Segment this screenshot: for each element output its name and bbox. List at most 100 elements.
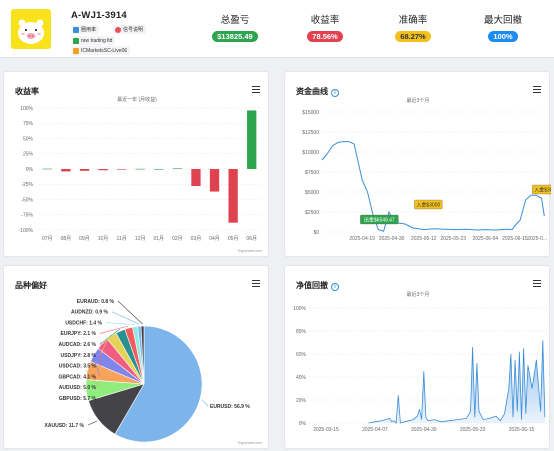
avatar[interactable] (11, 9, 51, 49)
stat-return-label: 收益率 (310, 15, 340, 26)
bar (172, 168, 183, 169)
person-icon (73, 26, 79, 33)
chart-menu-icon[interactable] (252, 280, 260, 287)
stat-return: 收益率 78.56% (300, 12, 350, 44)
badge-broker: raw trading ltd (71, 36, 116, 45)
pie-connector (99, 328, 120, 345)
equity-line-chart: 最近3个月 $15000 $12500 $10000 $7500 $5000 $2500 $0… (302, 97, 551, 242)
y-tick-label: 0% (299, 421, 307, 427)
y-tick-label: $5000 (305, 190, 319, 196)
info-icon[interactable]: i (331, 89, 339, 97)
y-tick-label: 25% (23, 152, 34, 158)
y-tick-label: 50% (23, 136, 34, 142)
symbols-chart-title: 品种偏好 (15, 281, 47, 290)
bar (209, 169, 220, 192)
bank-icon (73, 37, 79, 44)
y-tick-label: -100% (19, 228, 34, 234)
bar (228, 169, 238, 223)
pie-label: GBPUSD: 5.7 % (59, 396, 97, 402)
x-tick-label: 2025-05-23 (440, 236, 466, 242)
y-tick-label: $2500 (305, 210, 319, 216)
drawdown-title-text: 净值回撤 (296, 281, 328, 290)
x-tick-label: 02月 (172, 236, 183, 242)
equity-chart-title: 资金曲线 i (296, 86, 339, 97)
stat-return-value: 78.56% (307, 31, 343, 42)
annotation-label: 入金$3000 (416, 201, 440, 208)
annotation-flag (360, 214, 399, 225)
x-tick-label: 08月 (61, 236, 72, 242)
pie-connector (87, 420, 98, 426)
bar (42, 168, 52, 170)
pie-connector (99, 341, 102, 366)
pie-connector (99, 325, 129, 334)
watermark: Highcharts.com (238, 249, 262, 253)
annotation-label: 出金$6549.47 (364, 216, 395, 223)
chart-subtitle: 最近一年 (月收益) (117, 96, 157, 103)
pie-connector (201, 399, 209, 407)
badge-signal-info[interactable]: 信号说明 (113, 25, 147, 34)
x-tick-label: 2025-06-04 (473, 236, 499, 242)
pie-label: USDCHF: 1.4 % (65, 320, 102, 326)
y-tick-label: $0 (313, 230, 319, 236)
pie-connector (99, 334, 111, 356)
y-tick-label: 0% (26, 167, 34, 173)
symbol-preference-card: EURUSD: 56.9 % EURAUD: 0.8 % AUDNZD: 0.9 %… (3, 265, 269, 449)
x-tick-label: 11月 (117, 236, 127, 242)
x-tick-label: 12月 (135, 236, 146, 242)
x-tick-label: 04月 (209, 236, 220, 242)
returns-chart-title: 收益率 (15, 87, 39, 96)
pie-label: USDCAD: 3.5 % (59, 364, 97, 370)
stat-accuracy-value: 68.27% (395, 31, 431, 42)
pie-connector (105, 322, 135, 325)
x-tick-label: 2025-04-30 (379, 236, 405, 242)
stat-total-pnl-label: 总盈亏 (220, 15, 250, 26)
x-tick-label: 03月 (191, 236, 202, 242)
annotation-label: 入金$3000 (534, 186, 551, 193)
pie-label: GBPCAD: 4.1 % (58, 374, 96, 380)
pie-slice (114, 325, 203, 443)
returns-bar-chart: 最近一年 (月收益) 100% 75% 50% 25% 0% -25% -50% -75% -10… (19, 96, 263, 253)
x-tick-label: 2025-04-07 (362, 427, 388, 433)
drawdown-area-chart: 最近3个月 100% 80% 60% 40% 20% 0% 2025-03-15 2025-04… (293, 291, 547, 433)
x-tick-label: 01月 (154, 236, 165, 242)
heart-icon (115, 26, 121, 33)
stat-max-drawdown-value: 100% (488, 31, 518, 42)
pie-label: AUDNZD: 0.9 % (71, 310, 109, 316)
y-tick-label: $15000 (302, 110, 319, 116)
y-tick-label: -50% (21, 197, 33, 203)
drawdown-line (368, 340, 546, 424)
badge-server-label: ICMarketsSC-Live06 (81, 47, 128, 54)
bar (191, 169, 201, 187)
chart-menu-icon[interactable] (533, 280, 541, 287)
account-name: A-WJ1-3914 (71, 10, 127, 21)
x-tick-label: 2025-06-15 (502, 236, 528, 242)
pig-avatar-icon (18, 19, 44, 44)
pie-slice (140, 325, 145, 385)
pie-label: XAUUSD: 11.7 % (45, 423, 85, 429)
y-tick-label: 60% (296, 352, 307, 358)
watermark: Highcharts.com (238, 441, 262, 445)
y-tick-label: 75% (23, 121, 34, 127)
bar (247, 110, 257, 169)
stat-accuracy: 准确率 68.27% (388, 12, 438, 44)
chart-subtitle: 最近3个月 (407, 291, 430, 298)
y-tick-label: -25% (21, 182, 33, 188)
pie-connector (117, 300, 143, 325)
stat-max-drawdown: 最大回撤 100% (478, 12, 528, 44)
badge-server: ICMarketsSC-Live06 (71, 46, 131, 55)
drawdown-chart-card: 最近3个月 100% 80% 60% 40% 20% 0% 2025-03-15 2025-04… (284, 265, 550, 449)
x-tick-label: 2025-04-30 (411, 427, 437, 433)
x-tick-label: 2025-06-15 (509, 427, 535, 433)
chart-subtitle: 最近3个月 (407, 97, 430, 104)
chart-menu-icon[interactable] (252, 86, 260, 93)
pie-label: USDJPY: 2.8 % (61, 353, 97, 359)
bar (154, 169, 164, 170)
chart-menu-icon[interactable] (533, 86, 541, 93)
x-tick-label: 2025-05-12 (411, 236, 437, 242)
pie-label: AUDCAD: 2.6 % (58, 342, 96, 348)
y-tick-label: $12500 (302, 130, 319, 136)
pie-connector (84, 390, 101, 399)
y-tick-label: $10000 (302, 150, 319, 156)
info-icon[interactable]: i (331, 283, 339, 291)
badge-usage[interactable]: 圈用率 (71, 25, 100, 34)
